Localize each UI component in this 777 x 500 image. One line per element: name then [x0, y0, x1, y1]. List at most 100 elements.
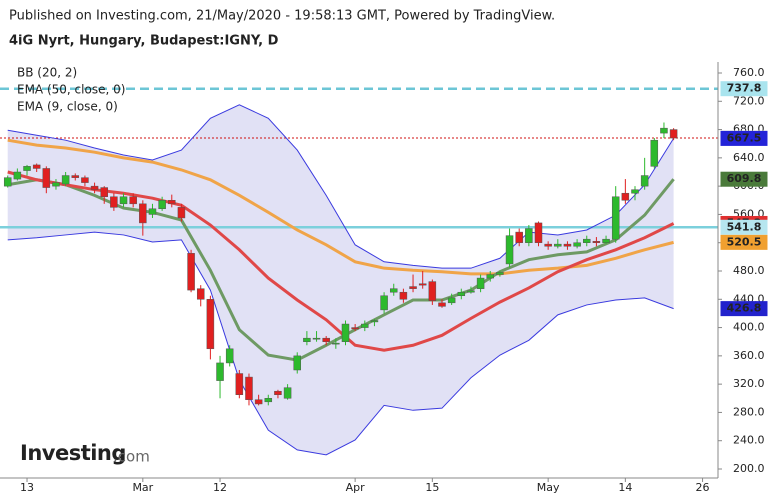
- candle-body: [467, 290, 475, 293]
- candle-body: [592, 241, 601, 243]
- chart-title: Published on Investing.com, 21/May/2020 …: [9, 9, 555, 24]
- candle-body: [148, 208, 157, 215]
- y-tick-label: 760.0: [733, 66, 765, 79]
- candle-body: [235, 373, 244, 395]
- candle-body: [428, 281, 437, 301]
- price-label: 667.5: [727, 131, 762, 144]
- candle-body: [399, 291, 408, 300]
- bollinger-basis: [7, 170, 675, 352]
- candle-body: [640, 175, 649, 187]
- candle-body: [206, 299, 215, 350]
- candle-body: [245, 376, 253, 400]
- candle-body: [515, 231, 523, 243]
- candle-body: [177, 207, 186, 219]
- candle-body: [274, 390, 282, 396]
- candle-body: [525, 228, 533, 243]
- candle-body: [32, 164, 41, 169]
- candle-body: [389, 288, 398, 293]
- x-tick-label: Apr: [346, 481, 366, 494]
- candle-body: [544, 243, 552, 247]
- y-tick-label: 240.0: [733, 434, 765, 447]
- bollinger-band: [7, 104, 674, 455]
- candle-body: [554, 243, 562, 247]
- y-tick-label: 640.0: [733, 151, 765, 164]
- candle-body: [158, 200, 166, 210]
- bollinger-lower: [7, 231, 674, 456]
- candle-body: [457, 291, 466, 297]
- candle-body: [438, 302, 446, 307]
- candle-body: [370, 320, 379, 323]
- candle-body: [52, 182, 60, 187]
- y-tick-label: 720.0: [733, 94, 765, 107]
- candle-body: [100, 187, 108, 198]
- price-label-box: [720, 171, 768, 187]
- candle-body: [660, 127, 668, 134]
- candle-body: [322, 337, 330, 342]
- candle-body: [61, 175, 70, 185]
- candle-body: [293, 355, 301, 371]
- x-tick-label: May: [537, 481, 560, 494]
- candle-body: [505, 235, 514, 265]
- candle-body: [216, 362, 224, 381]
- price-label-box: [720, 81, 768, 97]
- candle-body: [611, 196, 620, 240]
- candle-body: [42, 168, 51, 188]
- x-tick-label: 15: [425, 481, 439, 494]
- x-tick-label: Mar: [132, 481, 153, 494]
- ema-line: [7, 138, 674, 276]
- candle-body: [486, 274, 494, 279]
- candle-body: [496, 272, 504, 275]
- candle-body: [409, 286, 417, 289]
- price-label-box: [720, 301, 768, 317]
- chart-subtitle: 4iG Nyrt, Hungary, Budapest:IGNY, D: [9, 34, 279, 49]
- x-tick-label: 13: [20, 481, 34, 494]
- logo-suffix: .com: [113, 448, 150, 466]
- legend-entry: EMA (50, close, 0): [17, 83, 125, 97]
- candle-body: [650, 139, 659, 167]
- candle-body: [264, 398, 273, 403]
- price-label-box: [720, 234, 768, 250]
- candle-body: [476, 277, 485, 289]
- candle-body: [361, 323, 369, 328]
- candle-body: [168, 200, 176, 205]
- price-label: 426.8: [727, 302, 762, 315]
- candle-body: [129, 196, 137, 205]
- candle-body: [187, 253, 195, 291]
- candle-body: [351, 327, 359, 330]
- candle-body: [573, 242, 581, 247]
- candle-body: [110, 196, 118, 208]
- price-label: 541.8: [727, 220, 762, 233]
- candle-body: [312, 337, 321, 340]
- candle-body: [602, 238, 610, 243]
- candle-body: [418, 283, 427, 286]
- y-tick-label: 280.0: [733, 405, 765, 418]
- legend-entry: BB (20, 2): [17, 66, 77, 80]
- plot-area: [0, 87, 718, 456]
- candle-body: [669, 129, 678, 139]
- y-tick-label: 320.0: [733, 377, 765, 390]
- candle-body: [90, 185, 99, 190]
- ema-line: [7, 178, 675, 362]
- y-tick-label: 360.0: [733, 349, 765, 362]
- candle-body: [3, 177, 12, 187]
- price-label-box: [720, 219, 768, 235]
- bollinger-upper: [7, 104, 675, 269]
- x-tick-label: 26: [696, 481, 710, 494]
- candle-body: [71, 175, 80, 178]
- y-tick-label: 400.0: [733, 321, 765, 334]
- price-label-box: [720, 130, 768, 146]
- x-tick-label: 12: [213, 481, 227, 494]
- candle-body: [119, 196, 128, 205]
- candle-body: [283, 387, 292, 399]
- candle-body: [23, 166, 31, 171]
- y-tick-label: 200.0: [733, 462, 765, 475]
- candle-body: [621, 192, 630, 201]
- candle-body: [225, 348, 234, 364]
- price-label: 737.8: [727, 82, 762, 95]
- candle-body: [13, 171, 22, 180]
- candle-body: [303, 337, 311, 342]
- price-label: 609.8: [727, 172, 762, 185]
- candle-body: [583, 238, 591, 243]
- candle-body: [341, 323, 350, 342]
